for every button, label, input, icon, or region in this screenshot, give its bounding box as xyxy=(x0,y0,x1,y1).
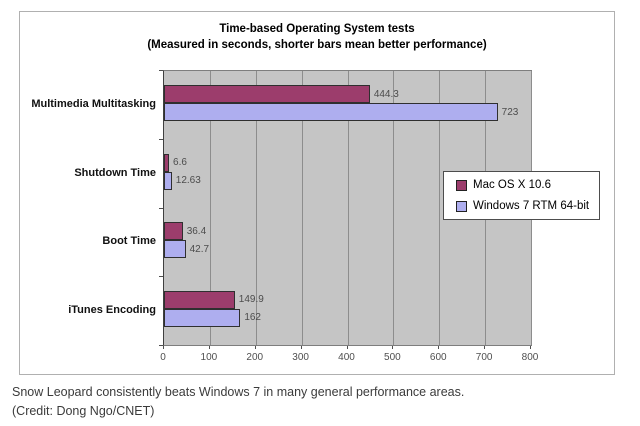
gridline xyxy=(439,71,441,345)
category-label: Shutdown Time xyxy=(74,167,156,179)
gridline xyxy=(347,71,349,345)
bar-value-label: 6.6 xyxy=(173,157,187,168)
bar-value-label: 723 xyxy=(501,106,519,118)
x-tick-label: 700 xyxy=(475,352,493,363)
x-tick-label: 400 xyxy=(338,352,355,363)
x-tick-mark xyxy=(530,345,531,349)
category-label: Boot Time xyxy=(102,235,156,247)
legend-entry-windows: Windows 7 RTM 64-bit xyxy=(456,200,599,212)
x-tick-mark xyxy=(300,345,302,349)
chart-title-line1: Time-based Operating System tests xyxy=(219,23,415,35)
x-tick-label: 300 xyxy=(292,352,309,363)
bar-value-label: 12.63 xyxy=(175,175,201,186)
y-tick-mark xyxy=(159,276,163,278)
bar-group-multimedia-multitasking: 444.3 723 xyxy=(164,71,531,140)
bar-group-shutdown-time: 6.6 12.63 xyxy=(164,140,531,209)
gridline xyxy=(255,71,257,345)
x-tick-label: 0 xyxy=(160,352,166,363)
category-label: iTunes Encoding xyxy=(68,304,156,316)
bar-windows xyxy=(164,171,172,190)
bar-mac xyxy=(164,290,235,309)
bar-mac xyxy=(164,222,183,240)
y-tick-mark xyxy=(159,207,163,209)
y-axis-ticks xyxy=(159,70,163,346)
caption-line2: (Credit: Dong Ngo/CNET) xyxy=(12,404,155,418)
bar-value-label: 36.4 xyxy=(186,225,207,237)
bar-mac xyxy=(164,153,170,172)
x-axis-ticks xyxy=(163,345,531,349)
x-tick-mark xyxy=(254,345,256,349)
y-tick-mark xyxy=(159,70,163,71)
gridline xyxy=(301,71,303,345)
x-axis-labels: 0 100 200 300 400 500 600 700 800 xyxy=(160,352,538,366)
y-tick-mark xyxy=(159,345,163,346)
category-label: Multimedia Multitasking xyxy=(31,98,156,110)
bar-windows xyxy=(164,103,498,121)
legend-swatch-mac xyxy=(456,179,467,191)
gridline xyxy=(393,71,395,345)
x-tick-label: 100 xyxy=(200,352,218,363)
bar-value-label: 162 xyxy=(244,312,261,323)
chart-title: Time-based Operating System tests (Measu… xyxy=(20,21,614,53)
x-tick-mark xyxy=(163,345,164,349)
y-tick-mark xyxy=(159,138,163,140)
x-tick-mark xyxy=(392,345,394,349)
x-tick-mark xyxy=(484,345,486,349)
bar-group-boot-time: 36.4 42.7 xyxy=(164,208,531,277)
bar-group-itunes-encoding: 149.9 162 xyxy=(164,277,531,346)
x-tick-label: 500 xyxy=(384,352,401,363)
x-tick-label: 800 xyxy=(521,352,539,363)
bar-value-label: 42.7 xyxy=(189,243,210,255)
x-tick-mark xyxy=(208,345,210,349)
caption-line1: Snow Leopard consistently beats Windows … xyxy=(12,385,465,399)
legend-label: Mac OS X 10.6 xyxy=(473,179,551,191)
gridline xyxy=(209,71,211,345)
legend-entry-mac: Mac OS X 10.6 xyxy=(456,179,599,191)
x-tick-mark xyxy=(438,345,440,349)
bar-windows xyxy=(164,240,186,258)
legend-label: Windows 7 RTM 64-bit xyxy=(473,200,590,212)
x-tick-label: 200 xyxy=(246,352,264,363)
caption: Snow Leopard consistently beats Windows … xyxy=(12,383,464,421)
bar-windows xyxy=(164,308,241,327)
chart-frame: Time-based Operating System tests (Measu… xyxy=(19,11,615,375)
x-tick-mark xyxy=(346,345,348,349)
x-tick-label: 600 xyxy=(429,352,447,363)
chart-title-line2: (Measured in seconds, shorter bars mean … xyxy=(147,39,487,51)
legend-swatch-windows xyxy=(456,200,467,212)
bar-value-label: 149.9 xyxy=(238,294,264,305)
legend: Mac OS X 10.6 Windows 7 RTM 64-bit xyxy=(443,171,600,220)
bar-value-label: 444.3 xyxy=(373,88,399,100)
bar-mac xyxy=(164,85,370,103)
